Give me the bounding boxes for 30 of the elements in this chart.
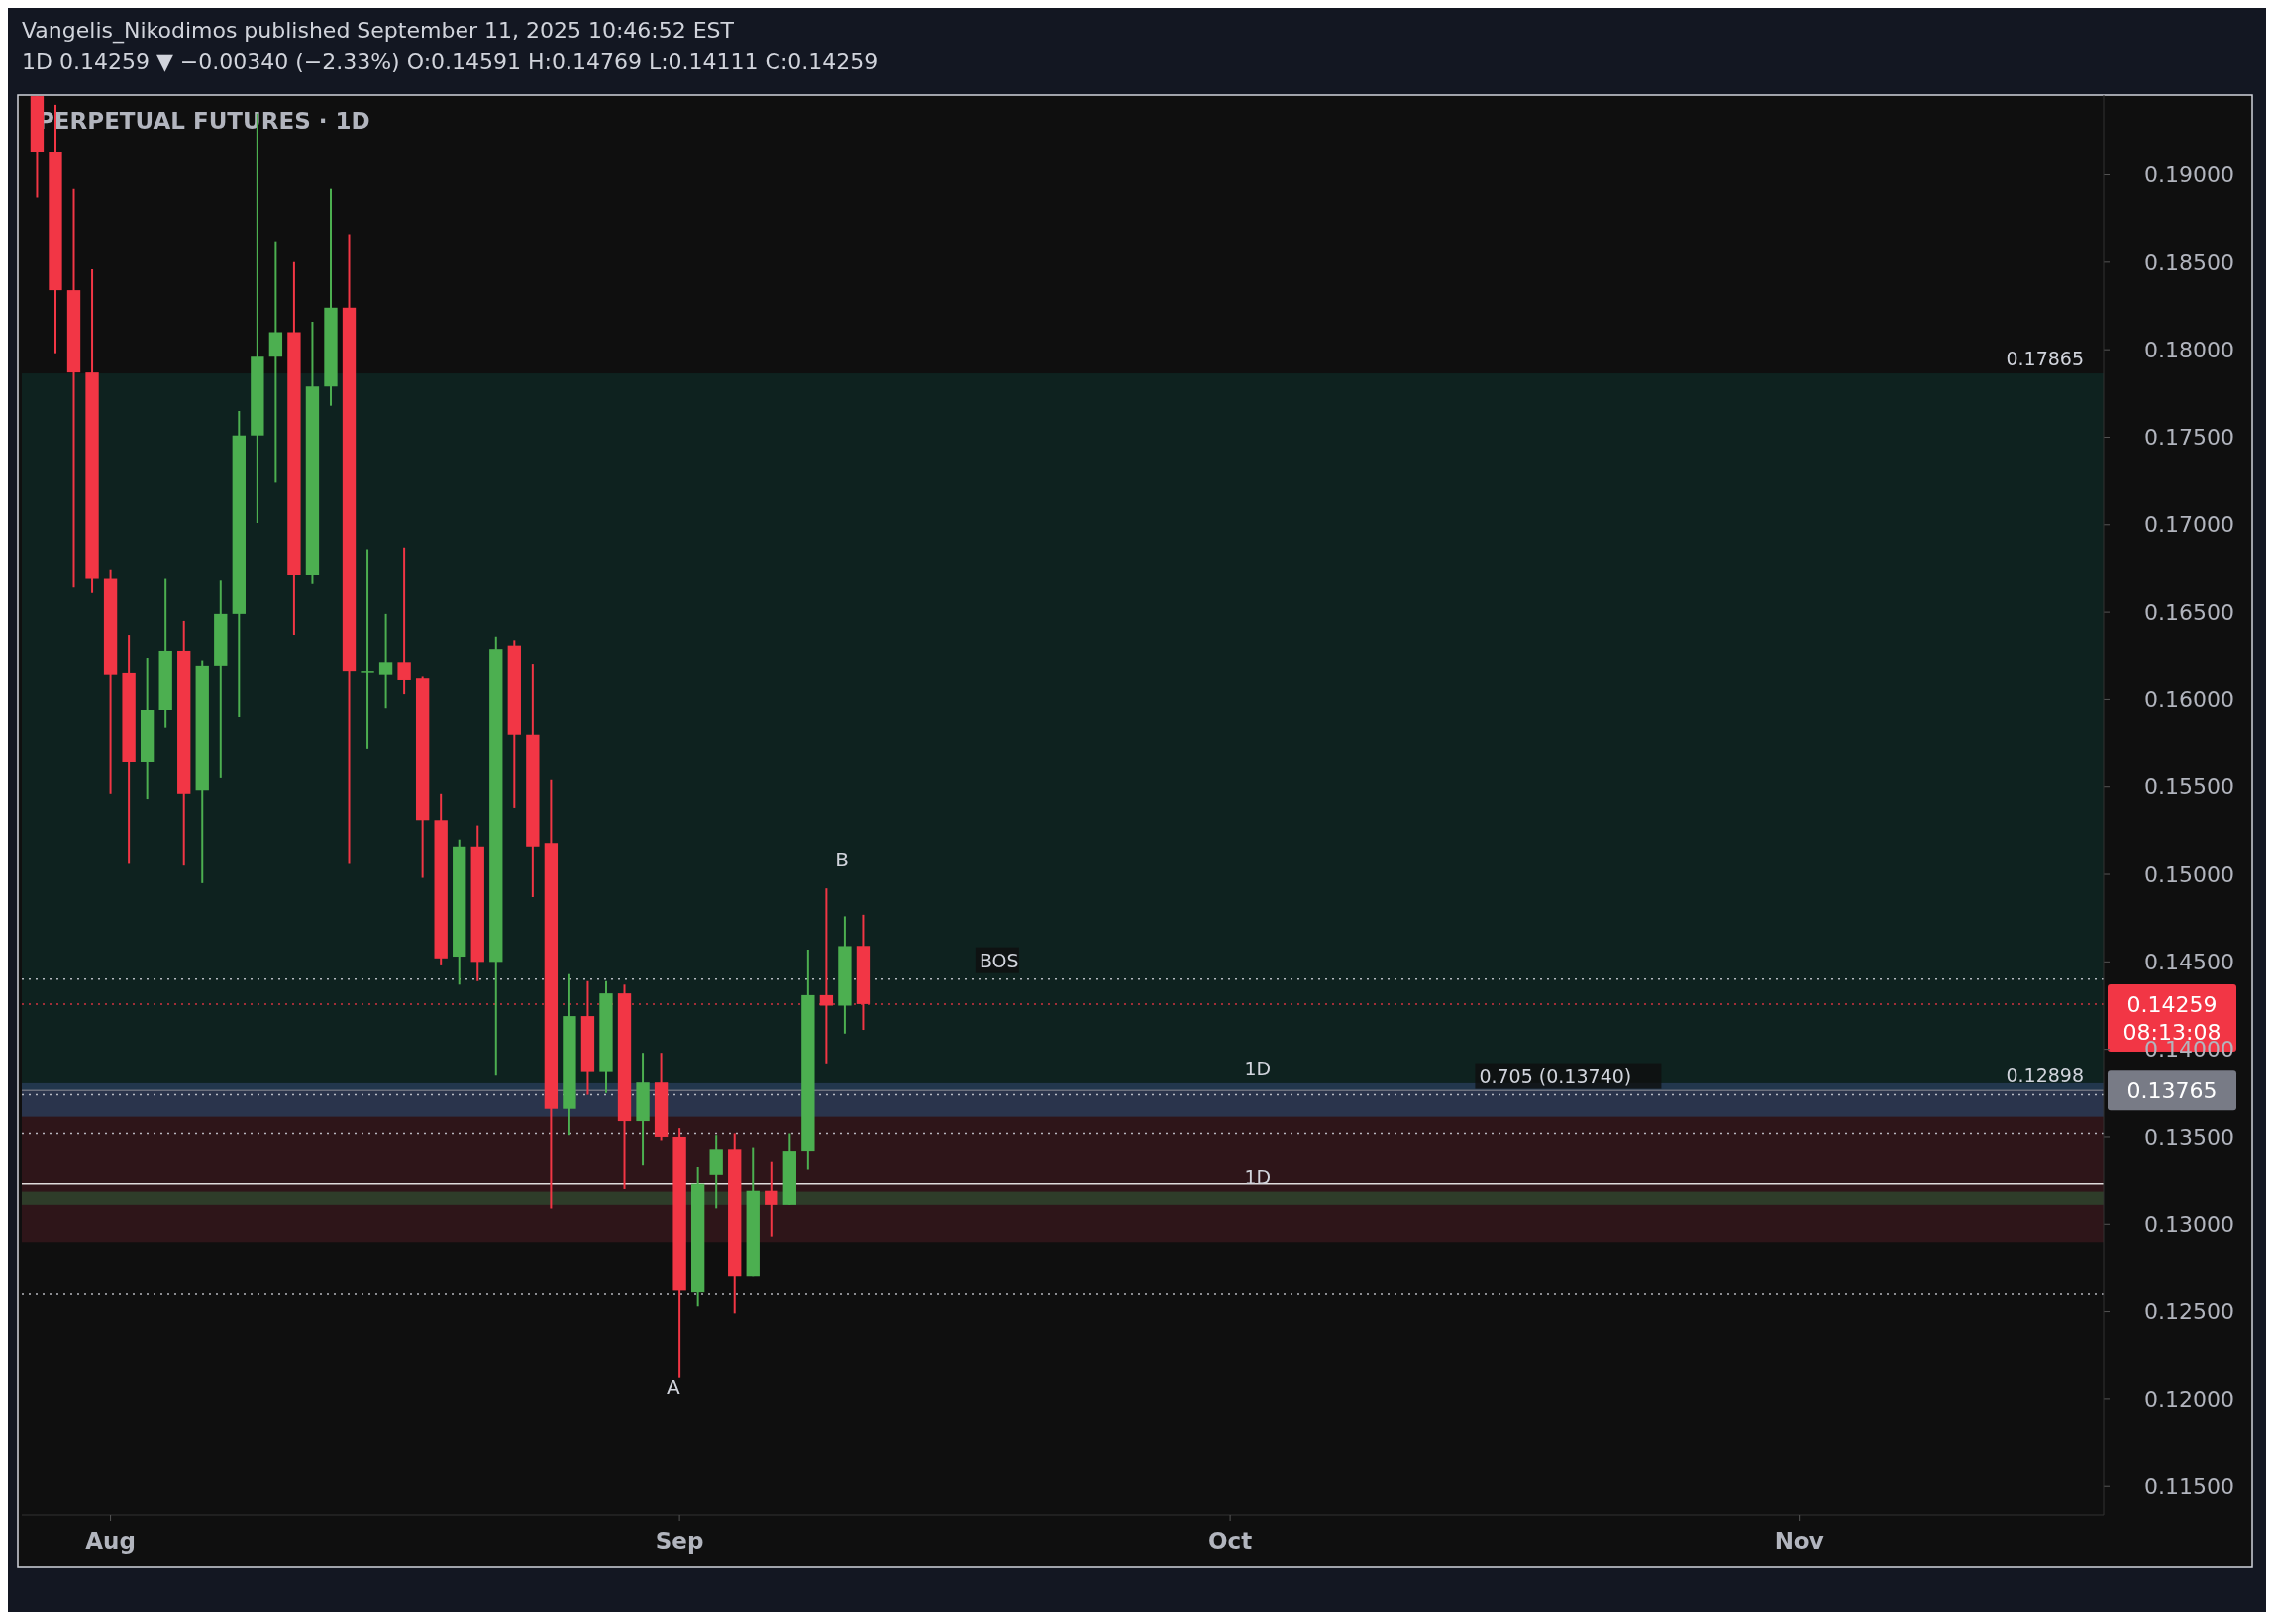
band-label: 1D [1244, 1057, 1272, 1079]
y-tick-label: 0.14500 [2144, 950, 2234, 975]
ref-line-label: 0.14259 [2126, 991, 2218, 1017]
y-tick-label: 0.18000 [2144, 337, 2234, 362]
x-tick-label: Aug [85, 1528, 136, 1554]
y-tick-label: 0.19000 [2144, 162, 2234, 188]
ref-line-label: 0.705 (0.13740) [1479, 1065, 1632, 1087]
y-tick-label: 0.12500 [2144, 1299, 2234, 1325]
x-tick-label: Nov [1774, 1528, 1824, 1554]
y-tick-label: 0.12000 [2144, 1386, 2234, 1412]
y-tick-label: 0.15000 [2144, 862, 2234, 887]
chart-subtitle: Vangelis_Nikodimos published September 11, 2025 10:46:52 EST 1D 0.14259 ▼ −0.00340 (−2.33%) O:0.14591 H:0.14769 L:0.14111 C:0.14259 [22, 18, 879, 74]
annotation: A [667, 1375, 681, 1399]
ref-line-label: BOS [979, 949, 1019, 971]
band-label: 0.12898 [2006, 1065, 2084, 1087]
x-tick-label: Sep [655, 1528, 704, 1554]
y-tick-label: 0.11500 [2144, 1473, 2234, 1499]
y-tick-label: 0.13500 [2144, 1124, 2234, 1150]
y-tick-label: 0.17500 [2144, 425, 2234, 451]
y-tick-label: 0.18500 [2144, 250, 2234, 275]
y-tick-label: 0.15500 [2144, 774, 2234, 800]
y-tick-label: 0.16500 [2144, 599, 2234, 625]
y-tick-label: 0.16000 [2144, 687, 2234, 713]
y-tick-label: 0.17000 [2144, 512, 2234, 538]
y-tick-label: 0.13000 [2144, 1211, 2234, 1237]
x-tick-label: Oct [1208, 1528, 1253, 1554]
annotation: B [835, 848, 850, 871]
band-label: 1D [1244, 1166, 1272, 1188]
band-label: 0.17865 [2006, 348, 2084, 370]
ref-line-label: 0.13765 [2126, 1077, 2218, 1103]
